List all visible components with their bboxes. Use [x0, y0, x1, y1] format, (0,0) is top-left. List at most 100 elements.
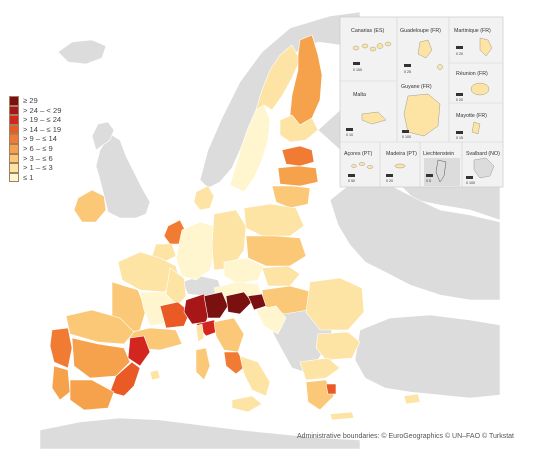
legend-label: > 14 – ≤ 19 [23, 124, 62, 134]
region-germany-west [175, 221, 217, 281]
iceland-land [57, 39, 107, 65]
region-spain-central [71, 337, 131, 379]
inset-label: Svalbard (NO) [466, 151, 500, 157]
region-latvia [277, 165, 319, 187]
scale-label: 0 25 [404, 70, 411, 74]
legend-swatch [9, 96, 19, 106]
region-czechia [223, 257, 265, 285]
scale-label: 0 20 [456, 98, 463, 102]
region-spain-north [65, 309, 135, 345]
scale-label: 0 100 [353, 68, 362, 72]
inset-label: Réunion (FR) [456, 71, 488, 77]
inset-malta: Malta 0 10 [346, 92, 387, 137]
region-cyprus [403, 393, 421, 405]
region-poland-north [243, 203, 305, 237]
region-portugal-south [51, 365, 71, 401]
region-sweden-south [229, 104, 271, 193]
turkey-land [354, 314, 501, 399]
region-italy-south [239, 355, 271, 397]
legend-swatch [9, 143, 19, 154]
legend-swatch [9, 124, 19, 135]
region-romania [305, 277, 365, 331]
inset-panel: Canarias (ES) 0 100 Guadeloupe (FR) 0 25… [339, 16, 504, 188]
region-corsica [195, 323, 205, 343]
inset-label: Açores (PT) [344, 151, 372, 157]
inset-label: Malta [353, 92, 366, 98]
region-slovakia [261, 265, 301, 287]
legend-item: ≥ 29 [9, 96, 79, 106]
region-rhone-alpes [159, 301, 191, 329]
region-croatia [255, 305, 287, 335]
inset-guyane: Guyane (FR) 0 100 [401, 84, 441, 139]
region-lombardia [203, 291, 229, 319]
scale-label: 0 50 [348, 179, 355, 183]
region-ireland [73, 189, 107, 223]
legend-swatch [9, 115, 19, 125]
inset-label: Mayotte (FR) [456, 113, 487, 119]
region-germany-east [211, 209, 247, 271]
region-portugal-north [49, 327, 73, 369]
legend-label: ≤ 1 [23, 172, 34, 182]
uk-land [95, 133, 151, 219]
region-balearic [149, 369, 161, 381]
legend-label: > 3 – ≤ 6 [23, 153, 53, 163]
eu-regions [49, 34, 421, 421]
legend-item: > 9 – ≤ 14 [9, 134, 79, 144]
inset-mayotte: Mayotte (FR) 0 15 [456, 113, 487, 140]
scale-label: 0 10 [346, 133, 353, 137]
inset-label: Martinique (FR) [454, 28, 491, 34]
region-poland-south [245, 235, 307, 267]
scale-label: 0 15 [456, 136, 463, 140]
legend-label: ≥ 29 [23, 96, 38, 105]
inset-liechtenstein: Liechtenstein 0 5 [423, 151, 460, 186]
legend-item: > 24 – < 29 [9, 105, 79, 116]
north-africa-land [39, 417, 361, 449]
scale-label: 0 100 [466, 181, 475, 185]
region-france-east [165, 267, 187, 307]
region-sicily [231, 395, 263, 413]
legend-swatch [9, 105, 19, 116]
legend-swatch [9, 134, 19, 144]
region-crete [329, 411, 355, 421]
inset-label: Liechtenstein [423, 151, 454, 157]
legend-swatch [9, 163, 19, 173]
region-slovenia [247, 293, 267, 311]
inset-canarias: Canarias (ES) 0 100 [351, 28, 392, 72]
legend-label: > 19 – ≤ 24 [23, 115, 62, 125]
scale-label: 0 100 [402, 135, 411, 139]
legend-swatch [9, 172, 19, 183]
region-lithuania [271, 185, 311, 209]
region-attica [325, 383, 337, 395]
inset-label: Madeira (PT) [386, 151, 417, 157]
inset-martinique: Martinique (FR) 0 20 [454, 28, 493, 57]
region-finland-south [279, 114, 319, 143]
inset-guadeloupe: Guadeloupe (FR) 0 25 [400, 28, 443, 74]
legend-swatch [9, 153, 19, 164]
region-estonia [281, 145, 315, 167]
inset-madeira: Madeira (PT) 0 20 [386, 151, 417, 183]
scale-label: 0 20 [386, 179, 393, 183]
scale-label: 0 5 [426, 179, 431, 183]
legend-item: > 6 – ≤ 9 [9, 143, 79, 154]
inset-acores: Açores (PT) 0 50 [344, 151, 374, 183]
legend-item: > 1 – ≤ 3 [9, 163, 79, 173]
scale-label: 0 20 [456, 52, 463, 56]
legend-item: > 3 – ≤ 6 [9, 153, 79, 164]
legend-item: > 19 – ≤ 24 [9, 115, 79, 125]
region-andalucia [69, 379, 115, 411]
inset-reunion: Réunion (FR) 0 20 [456, 71, 490, 102]
map-credit: Administrative boundaries: © EuroGeograp… [296, 433, 514, 440]
region-denmark [193, 185, 215, 211]
legend-item: ≤ 1 [9, 172, 79, 183]
region-sardinia [195, 347, 211, 381]
map-legend: ≥ 29 > 24 – < 29 > 19 – ≤ 24 > 14 – ≤ 19… [9, 96, 79, 183]
legend-label: > 6 – ≤ 9 [23, 143, 53, 153]
inset-label: Guyane (FR) [401, 84, 432, 90]
legend-label: > 9 – ≤ 14 [23, 134, 57, 144]
inset-label: Canarias (ES) [351, 28, 384, 34]
legend-item: > 14 – ≤ 19 [9, 124, 79, 135]
region-veneto [225, 291, 253, 315]
legend-label: > 24 – < 29 [23, 105, 62, 115]
norway-land [199, 11, 361, 189]
